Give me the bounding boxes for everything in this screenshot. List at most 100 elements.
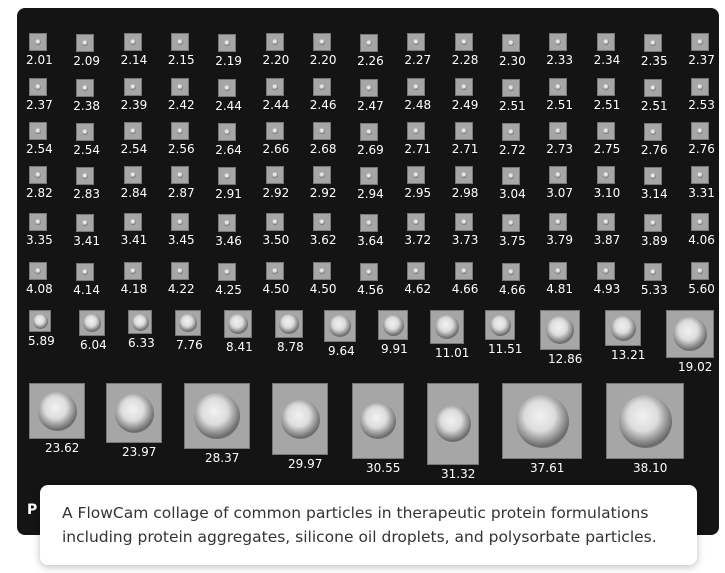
particle: [318, 219, 325, 225]
particle: [460, 39, 467, 45]
particle-size-label: 4.62: [404, 282, 432, 296]
particle-image: [29, 122, 47, 140]
particle: [82, 129, 89, 135]
particle-size-label: 2.76: [688, 142, 715, 156]
particle-image: [123, 33, 142, 51]
particle-image: [312, 213, 331, 231]
particle-image: [360, 34, 379, 52]
particle-image: [643, 34, 662, 52]
particle: [508, 40, 514, 46]
particle-image: [502, 167, 520, 185]
particle-size-label: 2.83: [73, 187, 101, 201]
particle-image: [454, 166, 473, 184]
particle-size-label: 5.33: [640, 283, 668, 297]
particle-image: [454, 122, 473, 140]
particle-image: [312, 262, 331, 280]
particle: [649, 220, 656, 226]
particle: [508, 85, 514, 91]
particle-size-label: 3.89: [640, 234, 668, 248]
particle-size-label: 3.72: [404, 233, 432, 247]
particle-size-label: 2.20: [309, 53, 337, 67]
particle-size-label: 2.30: [499, 54, 526, 68]
particle: [279, 314, 299, 334]
particle: [129, 219, 136, 225]
particle-size-label: 3.31: [688, 186, 715, 200]
particle-image: [76, 34, 95, 52]
particle-image: [29, 78, 47, 96]
particle-image: [170, 33, 189, 51]
particle-image: [643, 79, 662, 97]
particle-size-label: 3.41: [73, 234, 101, 248]
particle-size-label: 4.14: [73, 283, 101, 297]
particle: [555, 39, 562, 45]
particle: [32, 313, 48, 329]
particle: [460, 84, 467, 90]
particle-image: [643, 263, 662, 281]
particle: [129, 172, 136, 178]
particle: [508, 173, 514, 179]
particle-image: [29, 213, 47, 231]
particle-size-label: 6.33: [128, 336, 155, 350]
particle-size-label: 8.78: [277, 340, 304, 354]
particle-image: [502, 79, 520, 97]
particle: [224, 40, 231, 46]
particle-size-label: 3.87: [593, 233, 621, 247]
particle-size-label: 2.64: [215, 143, 242, 157]
particle-image: [502, 123, 520, 141]
particle: [224, 129, 231, 135]
particle-image: [352, 383, 404, 459]
particle: [508, 269, 514, 275]
particle: [697, 172, 704, 178]
particle: [413, 84, 420, 90]
particle: [555, 128, 562, 134]
particle-size-label: 3.62: [309, 233, 337, 247]
particle-image: [76, 79, 95, 97]
particle: [35, 219, 41, 225]
particle: [194, 393, 240, 439]
particle-size-label: 4.66: [451, 282, 479, 296]
particle: [602, 172, 609, 178]
particle-size-label: 3.04: [499, 187, 526, 201]
particle: [697, 84, 704, 90]
particle-image: [79, 310, 105, 336]
particle-size-label: 2.01: [26, 53, 53, 67]
particle-image: [360, 79, 379, 97]
particle-size-label: 29.97: [288, 457, 323, 471]
particle-size-label: 2.68: [309, 142, 337, 156]
particle-image: [407, 78, 426, 96]
particle-size-label: 4.66: [499, 283, 526, 297]
particle-image: [596, 262, 615, 280]
particle-size-label: 2.44: [262, 98, 290, 112]
particle: [697, 128, 704, 134]
particle: [224, 220, 231, 226]
particle: [82, 173, 89, 179]
particle-size-label: 2.71: [451, 142, 479, 156]
particle-size-label: 2.54: [120, 142, 148, 156]
particle: [35, 84, 41, 90]
particle: [460, 219, 467, 225]
particle: [555, 268, 562, 274]
particle-image: [170, 262, 189, 280]
particle-size-label: 2.39: [120, 98, 148, 112]
particle-size-label: 2.73: [546, 142, 574, 156]
particle-image: [691, 122, 710, 140]
particle-image: [175, 310, 201, 336]
particle-image: [606, 383, 684, 459]
particle-image: [691, 166, 710, 184]
particle-image: [265, 262, 284, 280]
particle-size-label: 3.46: [215, 234, 242, 248]
particle-size-label: 4.93: [593, 282, 621, 296]
particle: [435, 315, 459, 339]
particle-image: [218, 167, 237, 185]
particle-image: [691, 33, 710, 51]
particle-size-label: 3.75: [499, 234, 526, 248]
particle-size-label: 3.10: [593, 186, 621, 200]
particle-size-label: 2.28: [451, 53, 479, 67]
particle-size-label: 2.37: [26, 98, 53, 112]
particle: [697, 219, 704, 225]
particle: [318, 84, 325, 90]
particle: [224, 269, 231, 275]
particle-image: [454, 213, 473, 231]
particle-image: [540, 310, 580, 350]
particle-size-label: 2.54: [26, 142, 53, 156]
